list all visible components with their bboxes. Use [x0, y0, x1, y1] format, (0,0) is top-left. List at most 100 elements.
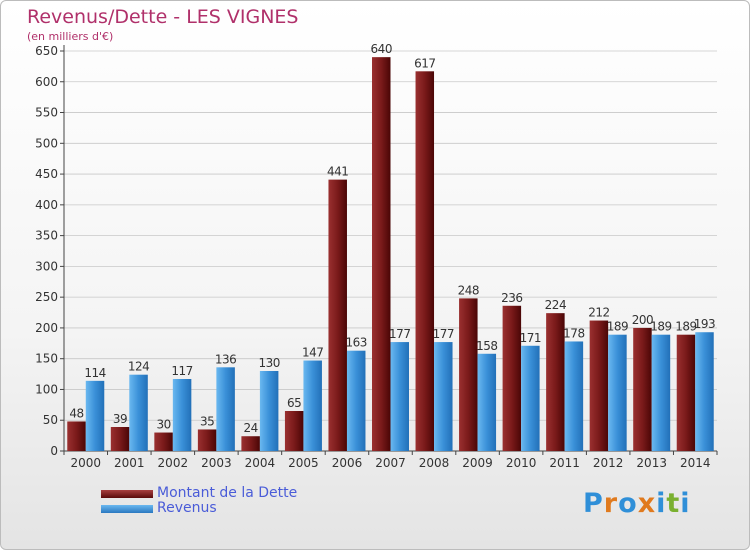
y-tick-label: 600 [35, 75, 58, 89]
data-label-revenus: 158 [476, 339, 497, 353]
data-label-revenus: 178 [563, 326, 584, 340]
bar-revenus [85, 380, 105, 451]
x-tick-label: 2004 [245, 456, 276, 470]
bar-revenus [521, 345, 540, 451]
data-label-revenus: 117 [171, 364, 192, 378]
bar-dette [415, 71, 435, 452]
y-tick-label: 200 [35, 321, 58, 335]
bar-dette [459, 298, 478, 451]
bar-revenus [216, 367, 235, 451]
x-tick-label: 2009 [462, 456, 493, 470]
bar-revenus [259, 371, 279, 451]
y-tick-label: 500 [35, 136, 58, 150]
bar-revenus [695, 332, 714, 451]
y-tick-label: 50 [43, 413, 58, 427]
bar-revenus [390, 342, 409, 451]
data-label-dette: 640 [371, 42, 392, 56]
y-tick-label: 550 [35, 106, 58, 120]
data-label-dette: 200 [632, 313, 653, 327]
bar-dette [546, 313, 565, 451]
data-label-revenus: 130 [258, 356, 279, 370]
logo-letter: i [656, 488, 667, 519]
data-label-revenus: 124 [128, 360, 149, 374]
data-label-revenus: 189 [650, 320, 671, 334]
data-label-revenus: 136 [215, 352, 236, 366]
bar-dette [197, 429, 217, 451]
y-tick-label: 650 [35, 44, 58, 58]
logo-letter: i [680, 488, 691, 519]
x-tick-label: 2007 [375, 456, 406, 470]
logo-letter: t [666, 488, 681, 519]
data-label-dette: 48 [69, 406, 83, 420]
bar-revenus [303, 360, 322, 451]
bar-revenus [608, 334, 627, 451]
data-label-dette: 224 [545, 298, 566, 312]
x-tick-label: 2014 [680, 456, 711, 470]
data-label-dette: 236 [501, 291, 522, 305]
proxiti-logo: Proxiti [583, 488, 691, 519]
bar-dette [372, 57, 391, 452]
bar-revenus [172, 379, 192, 451]
legend-label-revenus: Revenus [157, 500, 217, 516]
bar-dette [284, 411, 304, 451]
legend-swatch-dette [101, 490, 153, 498]
logo-letter: o [618, 488, 638, 519]
data-label-dette: 24 [244, 421, 258, 435]
bar-dette [154, 432, 173, 451]
data-label-revenus: 114 [84, 366, 105, 380]
data-label-revenus: 193 [694, 317, 715, 331]
y-tick-label: 0 [50, 444, 58, 458]
logo-letter: r [603, 488, 619, 519]
data-label-revenus: 177 [433, 327, 454, 341]
y-tick-label: 100 [35, 382, 58, 396]
bar-revenus [346, 350, 366, 451]
bar-revenus [129, 374, 148, 451]
x-tick-label: 2008 [419, 456, 450, 470]
y-tick-label: 450 [35, 167, 58, 181]
logo-letter: P [583, 488, 604, 519]
x-tick-label: 2000 [70, 456, 101, 470]
legend-label-dette: Montant de la Dette [157, 485, 298, 501]
legend-swatch-revenus [101, 505, 153, 513]
x-tick-label: 2011 [549, 456, 580, 470]
logo-letter: x [637, 488, 657, 519]
bar-dette [633, 327, 652, 451]
x-tick-label: 2001 [114, 456, 145, 470]
data-label-revenus: 189 [607, 320, 628, 334]
y-tick-label: 150 [35, 352, 58, 366]
data-label-dette: 617 [414, 56, 435, 70]
bar-dette [110, 427, 130, 451]
bar-dette [502, 305, 522, 451]
bar-revenus [564, 341, 584, 451]
bar-dette [67, 421, 86, 451]
x-tick-label: 2006 [332, 456, 363, 470]
y-tick-label: 400 [35, 198, 58, 212]
x-tick-label: 2003 [201, 456, 232, 470]
chart-title: Revenus/Dette - LES VIGNES [27, 6, 299, 28]
bar-dette [241, 436, 260, 451]
y-tick-label: 250 [35, 290, 58, 304]
bar-dette [589, 320, 609, 451]
data-label-dette: 441 [327, 165, 348, 179]
x-tick-label: 2012 [593, 456, 624, 470]
data-label-revenus: 147 [302, 346, 323, 360]
chart-subtitle: (en milliers d'€) [27, 30, 114, 43]
data-label-dette: 189 [675, 320, 696, 334]
data-label-revenus: 171 [520, 331, 541, 345]
bar-dette [676, 334, 696, 451]
data-label-dette: 212 [588, 306, 609, 320]
x-tick-label: 2013 [636, 456, 667, 470]
x-tick-label: 2005 [288, 456, 319, 470]
bar-revenus [477, 353, 497, 451]
x-tick-label: 2010 [506, 456, 537, 470]
data-label-revenus: 177 [389, 327, 410, 341]
y-tick-label: 300 [35, 259, 58, 273]
data-label-dette: 30 [156, 418, 170, 432]
data-label-dette: 35 [200, 414, 214, 428]
data-label-revenus: 163 [346, 336, 367, 350]
data-label-dette: 248 [458, 283, 479, 297]
bar-revenus [651, 334, 671, 451]
bar-dette [328, 179, 347, 451]
